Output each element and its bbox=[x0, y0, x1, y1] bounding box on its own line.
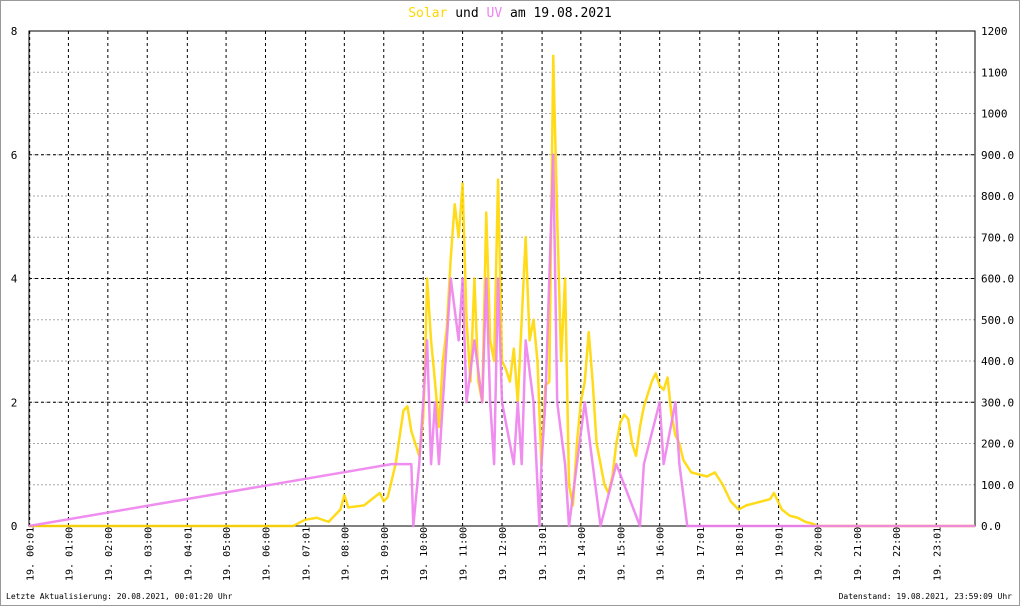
x-tick-label: 19. 20:00 bbox=[813, 527, 824, 581]
y2-tick-label: 100.0 bbox=[981, 479, 1014, 492]
x-tick-label: 19. 10:00 bbox=[419, 527, 430, 581]
y2-tick-label: 200.0 bbox=[981, 438, 1014, 451]
x-tick-label: 19. 15:00 bbox=[616, 527, 627, 581]
x-tick-label: 19. 21:00 bbox=[853, 527, 864, 581]
series-line bbox=[28, 153, 975, 528]
chart-title: Solar und UV am 19.08.2021 bbox=[408, 6, 612, 21]
x-tick-label: 19. 00:01 bbox=[26, 527, 37, 581]
x-tick-label: 19. 18:01 bbox=[735, 527, 746, 581]
x-tick-label: 19. 11:00 bbox=[459, 527, 470, 581]
y2-tick-label: 700.0 bbox=[981, 231, 1014, 244]
y2-tick-label: 500.0 bbox=[981, 314, 1014, 327]
y2-tick-label: 1000 bbox=[981, 108, 1008, 121]
x-tick-label: 19. 03:00 bbox=[143, 527, 154, 581]
footer-right: Datenstand: 19.08.2021, 23:59:09 Uhr bbox=[839, 592, 1013, 601]
x-tick-label: 19. 08:00 bbox=[340, 527, 351, 581]
y2-tick-label: 800.0 bbox=[981, 190, 1014, 203]
x-tick-label: 19. 07:01 bbox=[302, 527, 313, 581]
x-tick-label: 19. 16:00 bbox=[656, 527, 667, 581]
title-uv: UV bbox=[487, 6, 503, 21]
x-tick-label: 19. 19:01 bbox=[775, 527, 786, 581]
x-tick-label: 19. 01:00 bbox=[64, 527, 75, 581]
y-tick-label: 2 bbox=[11, 396, 18, 409]
x-tick-label: 19. 13:01 bbox=[538, 527, 549, 581]
x-tick-label: 19. 17:01 bbox=[696, 527, 707, 581]
footer-left: Letzte Aktualisierung: 20.08.2021, 00:01… bbox=[6, 592, 233, 601]
x-tick-label: 19. 09:00 bbox=[380, 527, 391, 581]
y2-tick-label: 400.0 bbox=[981, 355, 1014, 368]
title-solar: Solar bbox=[408, 6, 447, 21]
y2-tick-label: 300.0 bbox=[981, 396, 1014, 409]
x-tick-label: 19. 06:00 bbox=[262, 527, 273, 581]
y2-tick-label: 900.0 bbox=[981, 149, 1014, 162]
x-tick-label: 19. 22:00 bbox=[892, 527, 903, 581]
y2-tick-label: 1100 bbox=[981, 66, 1008, 79]
y2-tick-label: 0.0 bbox=[981, 520, 1001, 533]
x-tick-label: 19. 14:00 bbox=[577, 527, 588, 581]
plot-border bbox=[28, 30, 976, 527]
x-tick-label: 19. 02:00 bbox=[104, 527, 115, 581]
y2-tick-label: 600.0 bbox=[981, 273, 1014, 286]
x-tick-label: 19. 12:00 bbox=[498, 527, 509, 581]
series-line bbox=[29, 54, 975, 528]
y-tick-label: 8 bbox=[11, 25, 18, 38]
y-tick-label: 6 bbox=[11, 149, 18, 162]
y2-tick-label: 1200 bbox=[981, 25, 1008, 38]
x-tick-label: 19. 04:01 bbox=[183, 527, 194, 581]
x-tick-label: 19. 05:00 bbox=[222, 527, 233, 581]
y-tick-label: 0 bbox=[11, 520, 18, 533]
x-tick-label: 19. 23:01 bbox=[932, 527, 943, 581]
title-part: und bbox=[455, 6, 478, 21]
y-tick-label: 4 bbox=[11, 273, 18, 286]
title-part: am 19.08.2021 bbox=[510, 6, 612, 21]
